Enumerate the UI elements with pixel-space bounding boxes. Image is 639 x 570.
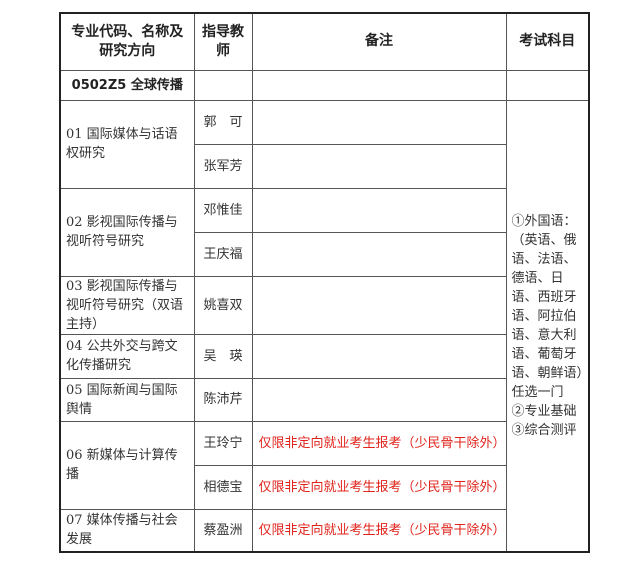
advisor: 相德宝 — [193, 464, 253, 510]
header-major: 专业代码、名称及研究方向 — [59, 12, 195, 71]
table-row: 03 影视国际传播与视听符号研究（双语主持） 姚喜双 — [59, 275, 589, 335]
note — [251, 231, 507, 277]
advisor: 张军芳 — [193, 143, 253, 189]
note: 仅限非定向就业考生报考（少民骨干除外） — [251, 420, 507, 466]
table-row: 07 媒体传播与社会发展 蔡盈洲 仅限非定向就业考生报考（少民骨干除外） — [59, 508, 589, 553]
direction-02: 02 影视国际传播与视听符号研究 — [59, 187, 195, 277]
direction-07: 07 媒体传播与社会发展 — [59, 508, 195, 553]
note — [251, 187, 507, 233]
direction-06: 06 新媒体与计算传播 — [59, 420, 195, 510]
direction-04: 04 公共外交与跨文化传播研究 — [59, 333, 195, 379]
advisor: 王庆福 — [193, 231, 253, 277]
note — [251, 333, 507, 379]
table-row: 相德宝 仅限非定向就业考生报考（少民骨干除外） — [60, 464, 589, 510]
exam-major-basics: ②专业基础 — [511, 403, 577, 419]
exam-subjects: ①外国语：（英语、俄语、法语、德语、日语、西班牙语、阿拉伯语、意大利语、葡萄牙语… — [505, 99, 590, 553]
major-row: 0502Z5 全球传播 — [59, 69, 590, 101]
header-notes: 备注 — [251, 12, 507, 71]
advisor: 陈沛芹 — [193, 377, 253, 422]
exam-foreign-language: ①外国语：（英语、俄语、法语、德语、日语、西班牙语、阿拉伯语、意大利语、葡萄牙语… — [511, 213, 584, 400]
note: 仅限非定向就业考生报考（少民骨干除外） — [251, 508, 507, 553]
advisor: 邓惟佳 — [193, 187, 253, 233]
advisor: 姚喜双 — [193, 275, 253, 335]
table-row: 04 公共外交与跨文化传播研究 吴 瑛 — [59, 333, 589, 379]
table-row: 05 国际新闻与国际舆情 陈沛芹 — [59, 377, 589, 422]
header-advisor: 指导教师 — [193, 12, 253, 71]
note — [251, 275, 507, 335]
advisor: 王玲宁 — [193, 420, 253, 466]
direction-05: 05 国际新闻与国际舆情 — [59, 377, 195, 422]
table-row: 王庆福 — [60, 231, 589, 277]
table-row: 01 国际媒体与话语权研究 郭 可 ①外国语：（英语、俄语、法语、德语、日语、西… — [59, 99, 590, 553]
advisor: 吴 瑛 — [193, 333, 253, 379]
advisor: 郭 可 — [193, 99, 253, 145]
header-row: 专业代码、名称及研究方向 指导教师 备注 考试科目 — [59, 12, 590, 71]
note: 仅限非定向就业考生报考（少民骨干除外） — [251, 464, 507, 510]
header-exam: 考试科目 — [505, 12, 590, 71]
note — [251, 377, 507, 422]
advisor: 蔡盈洲 — [193, 508, 253, 553]
table-row: 张军芳 — [60, 143, 589, 189]
direction-01: 01 国际媒体与话语权研究 — [59, 99, 195, 189]
note — [251, 99, 507, 145]
note — [251, 143, 507, 189]
major-name: 0502Z5 全球传播 — [59, 69, 195, 101]
admissions-table: 专业代码、名称及研究方向 指导教师 备注 考试科目 0502Z5 全球传播 01… — [59, 12, 590, 553]
direction-03: 03 影视国际传播与视听符号研究（双语主持） — [59, 275, 195, 335]
exam-comprehensive: ③综合测评 — [511, 422, 577, 438]
